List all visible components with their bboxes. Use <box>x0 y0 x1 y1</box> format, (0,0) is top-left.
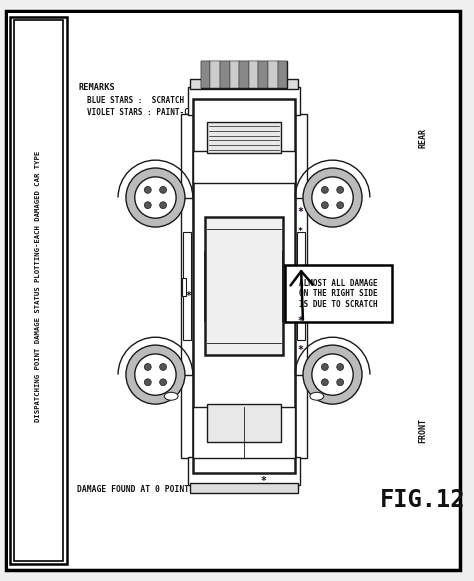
Bar <box>193 407 295 458</box>
Bar <box>193 151 295 183</box>
Circle shape <box>126 168 185 227</box>
Circle shape <box>337 187 344 193</box>
Bar <box>220 61 229 88</box>
Bar <box>258 61 268 88</box>
Ellipse shape <box>164 392 178 400</box>
Text: *: * <box>185 291 191 301</box>
Bar <box>190 80 298 89</box>
Bar <box>14 20 63 561</box>
Bar <box>295 114 307 458</box>
Text: REAR: REAR <box>419 127 428 148</box>
Circle shape <box>126 345 185 404</box>
Bar <box>229 61 239 88</box>
Bar <box>205 217 283 355</box>
Bar <box>10 16 67 565</box>
Circle shape <box>135 177 176 218</box>
Bar <box>182 278 186 296</box>
Bar <box>181 114 193 458</box>
Bar <box>188 87 300 115</box>
Circle shape <box>321 379 328 386</box>
Text: BLUE STARS :  SCRATCH: BLUE STARS : SCRATCH <box>87 96 184 105</box>
Text: ALMOST ALL DAMAGE
ON THE RIGHT SIDE
IS DUE TO SCRATCH: ALMOST ALL DAMAGE ON THE RIGHT SIDE IS D… <box>299 279 378 309</box>
Circle shape <box>135 354 176 395</box>
Bar <box>190 483 298 493</box>
Text: VIOLET STARS : PAINT-CHIP: VIOLET STARS : PAINT-CHIP <box>87 109 202 117</box>
Circle shape <box>312 177 353 218</box>
Bar <box>297 232 305 340</box>
Bar <box>183 232 191 340</box>
Text: REMARKS: REMARKS <box>79 83 116 92</box>
Text: *: * <box>298 228 302 236</box>
Circle shape <box>145 364 151 371</box>
Circle shape <box>312 354 353 395</box>
Circle shape <box>145 202 151 209</box>
Circle shape <box>321 364 328 371</box>
Text: DAMAGE FOUND AT 0 POINT: DAMAGE FOUND AT 0 POINT <box>77 485 189 494</box>
Circle shape <box>145 379 151 386</box>
Text: *: * <box>261 476 266 486</box>
Bar <box>188 457 300 485</box>
Text: FIG.12: FIG.12 <box>380 487 466 511</box>
Bar <box>193 99 295 473</box>
Text: DISPATCHING POINT DAMAGE STATUS PLOTTING-EACH DAMAGED CAR TYPE: DISPATCHING POINT DAMAGE STATUS PLOTTING… <box>36 150 41 422</box>
Text: *: * <box>297 207 303 217</box>
Circle shape <box>321 187 328 193</box>
Text: *: * <box>297 315 303 325</box>
Circle shape <box>337 379 344 386</box>
FancyArrowPatch shape <box>291 271 313 320</box>
Ellipse shape <box>310 392 324 400</box>
Bar <box>201 61 210 88</box>
FancyBboxPatch shape <box>285 266 392 322</box>
Bar <box>278 61 287 88</box>
Circle shape <box>303 168 362 227</box>
Circle shape <box>160 187 166 193</box>
Circle shape <box>160 202 166 209</box>
Bar <box>207 122 282 153</box>
Circle shape <box>160 364 166 371</box>
Circle shape <box>145 187 151 193</box>
Bar <box>210 61 220 88</box>
Circle shape <box>337 364 344 371</box>
Circle shape <box>160 379 166 386</box>
Circle shape <box>321 202 328 209</box>
Bar <box>239 61 249 88</box>
Bar <box>302 278 306 296</box>
Circle shape <box>337 202 344 209</box>
Text: *: * <box>297 345 303 355</box>
Bar <box>249 61 258 88</box>
Circle shape <box>303 345 362 404</box>
Bar <box>268 61 278 88</box>
Bar <box>207 404 282 442</box>
Bar <box>201 61 287 88</box>
Text: FRONT: FRONT <box>419 418 428 443</box>
